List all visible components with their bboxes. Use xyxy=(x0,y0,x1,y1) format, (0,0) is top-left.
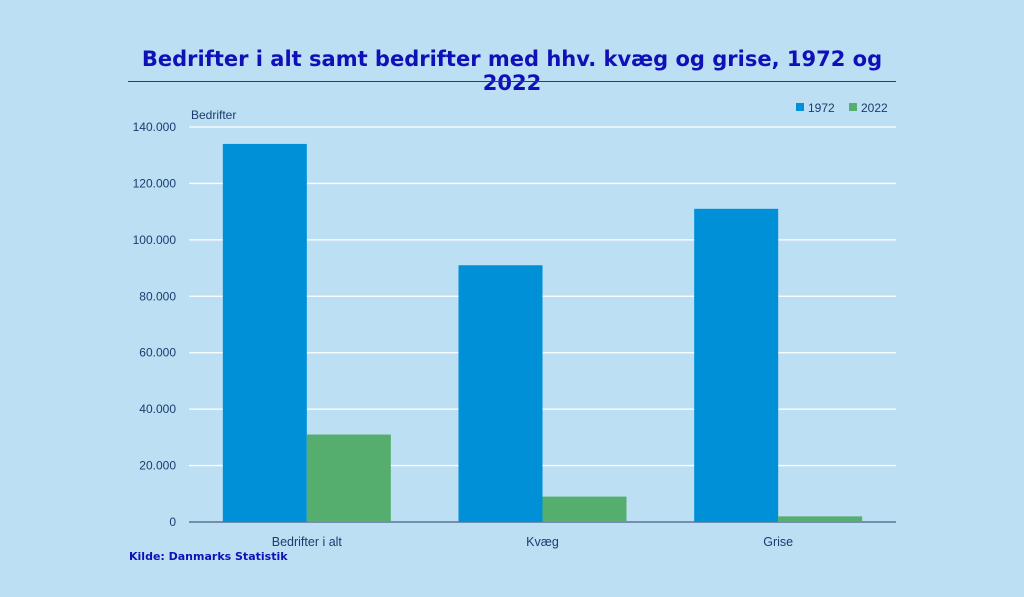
legend-swatch-1972 xyxy=(796,103,804,111)
legend-label-2022: 2022 xyxy=(861,101,888,115)
legend-label-1972: 1972 xyxy=(808,101,835,115)
legend-swatch-2022 xyxy=(849,103,857,111)
y-tick-label: 100.000 xyxy=(133,233,177,247)
bar-1972-kvæg xyxy=(458,265,543,522)
bar-1972-bedrifter-i-alt xyxy=(222,143,307,522)
source-note: Kilde: Danmarks Statistik xyxy=(129,550,288,563)
y-tick-label: 140.000 xyxy=(133,120,177,134)
y-tick-label: 80.000 xyxy=(139,289,176,303)
x-category-label: Bedrifter i alt xyxy=(272,535,343,549)
x-category-label: Grise xyxy=(763,535,793,549)
legend: 1972 2022 xyxy=(796,101,888,115)
y-tick-label: 20.000 xyxy=(139,459,176,473)
y-tick-label: 120.000 xyxy=(133,176,177,190)
bar-2022-grise xyxy=(778,516,863,522)
bar-2022-bedrifter-i-alt xyxy=(306,434,391,522)
bar-2022-kvæg xyxy=(542,496,627,522)
y-axis-label: Bedrifter xyxy=(191,108,236,122)
y-tick-label: 40.000 xyxy=(139,402,176,416)
chart-title: Bedrifter i alt samt bedrifter med hhv. … xyxy=(141,47,883,95)
bar-1972-grise xyxy=(694,208,779,523)
y-tick-label: 0 xyxy=(169,515,176,529)
x-category-label: Kvæg xyxy=(526,535,559,549)
bars xyxy=(222,143,863,523)
y-tick-label: 60.000 xyxy=(139,346,176,360)
x-axis-categories: Bedrifter i alt Kvæg Grise xyxy=(272,535,793,549)
y-axis-ticks: 0 20.000 40.000 60.000 80.000 100.000 120.000 1… xyxy=(133,120,177,529)
title-divider xyxy=(128,81,896,82)
